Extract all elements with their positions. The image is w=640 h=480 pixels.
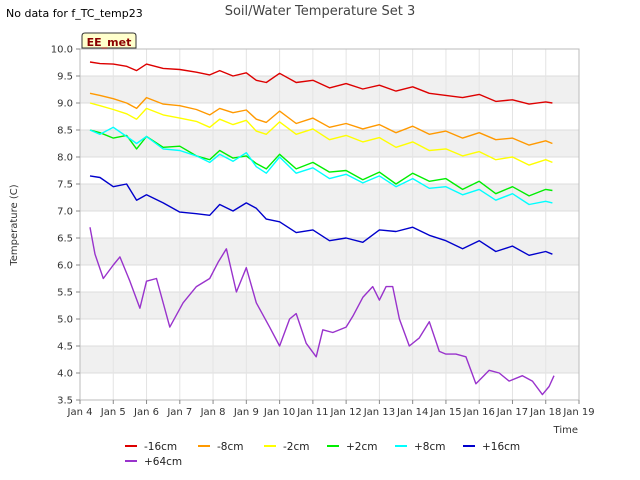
chart-title: Soil/Water Temperature Set 3	[225, 4, 416, 19]
station-badge: EE_met	[81, 32, 137, 49]
series-line-2cm	[89, 102, 553, 166]
x-tick-label: Jan 12	[329, 407, 361, 418]
legend-item: -2cm	[264, 441, 309, 453]
y-tick-label: 4.5	[57, 342, 73, 353]
x-tick-label: Jan 8	[200, 407, 226, 418]
y-axis-ticks: 3.5 4.0 4.5 5.0 5.5 6.0 6.5 7.0 7.5 8.0 8.5 9.0 9.5 1…	[51, 45, 80, 407]
legend-item: -16cm	[125, 441, 177, 453]
plot-area	[80, 49, 579, 400]
x-tick-label: Jan 11	[296, 407, 328, 418]
legend-label: +16cm	[482, 441, 520, 453]
x-tick-label: Jan 10	[263, 407, 295, 418]
y-tick-label: 5.5	[57, 288, 73, 299]
y-tick-label: 9.5	[57, 72, 73, 83]
legend: -16cm -8cm -2cm +2cm +8cm +16cm +64cm	[125, 441, 520, 468]
y-axis-label: Temperature (C)	[9, 184, 20, 266]
series-line-16cm	[89, 61, 553, 105]
legend-label: +64cm	[144, 456, 182, 468]
y-tick-label: 6.0	[57, 261, 73, 272]
band	[80, 238, 579, 265]
y-tick-label: 8.5	[57, 126, 73, 137]
y-tick-label: 7.0	[57, 207, 73, 218]
band	[80, 76, 579, 103]
x-tick-label: Jan 5	[100, 407, 126, 418]
legend-label: +2cm	[346, 441, 377, 453]
x-tick-label: Jan 4	[67, 407, 93, 418]
legend-item: +64cm	[125, 456, 182, 468]
x-tick-label: Jan 15	[429, 407, 461, 418]
x-tick-label: Jan 13	[363, 407, 395, 418]
y-tick-label: 9.0	[57, 99, 73, 110]
legend-item: +16cm	[463, 441, 520, 453]
series-line-8cm	[89, 92, 553, 146]
legend-item: +2cm	[327, 441, 377, 453]
legend-label: -2cm	[283, 441, 309, 453]
legend-label: +8cm	[414, 441, 445, 453]
y-tick-label: 10.0	[51, 45, 73, 56]
x-tick-label: Jan 14	[396, 407, 428, 418]
band	[80, 184, 579, 211]
x-tick-label: Jan 17	[496, 407, 528, 418]
x-tick-label: Jan 9	[233, 407, 259, 418]
legend-label: -8cm	[217, 441, 243, 453]
no-data-note: No data for f_TC_temp23	[6, 7, 143, 20]
band	[80, 130, 579, 157]
station-badge-label: EE_met	[87, 36, 132, 49]
x-tick-label: Jan 19	[562, 407, 594, 418]
y-tick-label: 8.0	[57, 153, 73, 164]
band	[80, 292, 579, 319]
y-tick-label: 5.0	[57, 315, 73, 326]
legend-item: -8cm	[198, 441, 243, 453]
y-tick-label: 4.0	[57, 369, 73, 380]
series-line-16cm	[89, 175, 553, 257]
background-bands	[80, 49, 579, 400]
series-line-8cm	[89, 126, 553, 206]
x-tick-label: Jan 18	[529, 407, 561, 418]
series-line-64cm	[89, 227, 555, 396]
plot-frame	[79, 48, 580, 401]
x-tick-label: Jan 16	[463, 407, 495, 418]
x-tick-label: Jan 6	[133, 407, 159, 418]
x-axis-label: Time	[553, 425, 578, 436]
y-tick-label: 7.5	[57, 180, 73, 191]
y-tick-label: 3.5	[57, 396, 73, 407]
legend-label: -16cm	[144, 441, 177, 453]
series-lines	[89, 61, 555, 396]
x-axis-ticks: Jan 4 Jan 5 Jan 6 Jan 7 Jan 8 Jan 9 Jan 10 Jan …	[67, 400, 595, 418]
band	[80, 346, 579, 373]
x-tick-label: Jan 7	[166, 407, 192, 418]
y-tick-label: 6.5	[57, 234, 73, 245]
legend-item: +8cm	[395, 441, 445, 453]
